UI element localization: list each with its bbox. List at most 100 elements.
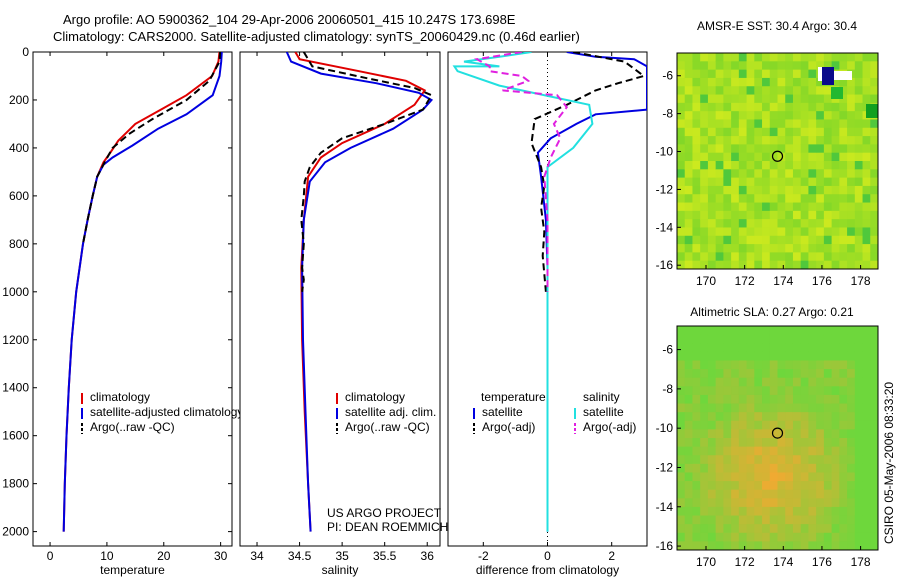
map-cell (707, 185, 717, 195)
map-cell (746, 386, 755, 396)
map-cell (816, 489, 825, 499)
map-cell (800, 420, 809, 430)
map-cell (839, 111, 848, 120)
map-cell (839, 472, 848, 482)
map-cell (684, 472, 693, 482)
map-cell (723, 136, 732, 145)
map-cell (839, 144, 848, 154)
map-cell (677, 386, 686, 396)
map-cell (870, 86, 879, 96)
map-cell (839, 202, 848, 212)
map-cell (808, 177, 817, 187)
map-cell (754, 420, 763, 430)
map-cell (831, 102, 840, 112)
map-cell (823, 377, 833, 387)
map-cell (723, 412, 732, 422)
map-cell (823, 386, 833, 396)
map-cell (870, 463, 879, 473)
map-cell (854, 185, 864, 195)
map-cell (839, 446, 848, 456)
map-cell (707, 210, 717, 220)
map-cell (839, 506, 848, 517)
map-cell (754, 202, 763, 212)
y-tick-label: 1000 (2, 285, 29, 299)
map-cell (738, 111, 748, 120)
map-panel-1: Altimetric SLA: 0.27 Argo: 0.21 170 172 174… (656, 305, 879, 569)
x-tick-label: -2 (478, 549, 489, 563)
map-cell (792, 463, 802, 473)
map-cell (800, 377, 809, 387)
map-cell (862, 446, 871, 456)
map-cell (731, 169, 740, 179)
map-cell (847, 481, 856, 491)
map-cell (707, 541, 717, 551)
map-cell (831, 515, 840, 525)
map-cell (808, 412, 817, 422)
map-cell (862, 94, 871, 104)
map-cell (700, 489, 709, 499)
map-cell (854, 169, 864, 179)
map-cell (808, 161, 817, 170)
map-cell (684, 235, 693, 245)
map-x-tick-label: 174 (773, 555, 793, 569)
map-cell (777, 472, 786, 482)
map-cell (723, 94, 732, 104)
map-cell (785, 69, 794, 79)
map-cell (769, 227, 778, 237)
map-cell (777, 412, 786, 422)
map-cell (870, 235, 879, 245)
map-cell (723, 532, 732, 542)
map-cell (785, 77, 794, 87)
figure-title-line2: Climatology: CARS2000. Satellite-adjuste… (53, 29, 580, 44)
map-cell (785, 498, 794, 508)
map-cell (854, 438, 864, 448)
map-cell (692, 161, 701, 170)
map-cell (792, 53, 802, 62)
map-cell (777, 161, 786, 170)
map-cell (792, 202, 802, 212)
map-cell (854, 541, 864, 551)
legend-label: climatology (90, 390, 150, 404)
map-cell (723, 463, 732, 473)
map-cell (823, 102, 833, 112)
map-cell (731, 386, 740, 396)
map-cell (684, 144, 693, 154)
map-cell (823, 360, 833, 370)
map-cell (769, 532, 778, 542)
map-cell (677, 403, 686, 413)
map-cell (762, 260, 771, 270)
series-line-temperature-argo-adj- (530, 52, 647, 292)
map-cell (715, 136, 724, 145)
map-cell (762, 111, 771, 120)
map-cell (839, 185, 848, 195)
map-cell (823, 244, 833, 253)
map-cell (823, 506, 833, 517)
map-cell (816, 202, 825, 212)
map-cell (707, 386, 717, 396)
map-cell (839, 515, 848, 525)
map-cell (769, 351, 778, 361)
map-cell (792, 219, 802, 228)
map-cell (692, 326, 701, 336)
map-cell (839, 489, 848, 499)
map-cell (777, 481, 786, 491)
map-cell (746, 351, 755, 361)
map-cell (692, 260, 701, 270)
map-cell (870, 472, 879, 482)
map-cell (715, 169, 724, 179)
map-cell (707, 86, 717, 96)
map-cell (785, 136, 794, 145)
x-axis-label: salinity (322, 563, 359, 577)
map-patch (831, 87, 843, 99)
map-cell (870, 489, 879, 499)
map-cell (870, 169, 879, 179)
map-cell (800, 403, 809, 413)
map-cell (738, 532, 748, 542)
map-cell (862, 532, 871, 542)
map-cell (870, 219, 879, 228)
map-cell (854, 252, 864, 262)
map-cell (769, 94, 778, 104)
map-cell (715, 102, 724, 112)
map-cell (677, 86, 686, 96)
map-cell (700, 194, 709, 204)
